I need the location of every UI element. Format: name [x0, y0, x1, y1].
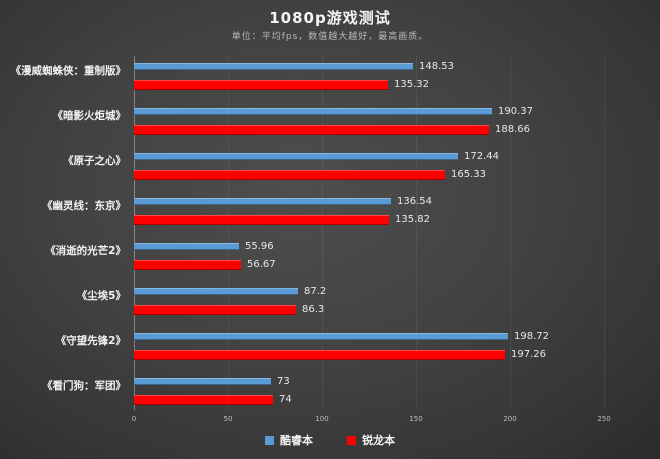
value-label: 55.96 [245, 241, 274, 252]
plot-area: 《漫威蜘蛛侠：重制版》 148.53 135.32 《暗影火炬城》 190.37 188.… [0, 52, 660, 432]
chart-row: 《守望先锋2》 198.72 197.26 [0, 328, 660, 373]
bar-ryzen-red [134, 215, 389, 225]
bar-coolui-blue [134, 288, 298, 295]
chart-row: 《消逝的光芒2》 55.96 56.67 [0, 238, 660, 283]
value-label: 74 [279, 394, 292, 405]
legend-label: 酷睿本 [280, 434, 313, 447]
category-label: 《原子之心》 [63, 155, 126, 167]
value-label: 198.72 [514, 331, 549, 342]
chart-row: 《暗影火炬城》 190.37 188.66 [0, 103, 660, 148]
gridline [322, 56, 323, 410]
gridline [228, 56, 229, 410]
bar-ryzen-red [134, 260, 241, 270]
y-axis-line [134, 56, 135, 410]
legend-item: 酷睿本 [265, 432, 313, 448]
value-label: 190.37 [498, 106, 533, 117]
bar-ryzen-red [134, 80, 388, 90]
bar-ryzen-red [134, 125, 489, 135]
category-label: 《消逝的光芒2》 [45, 245, 126, 257]
value-label: 165.33 [451, 169, 486, 180]
chart-subtitle: 单位：平均fps，数值越大越好，最高画质。 [231, 32, 429, 42]
value-label: 148.53 [419, 61, 454, 72]
value-label: 135.32 [394, 79, 429, 90]
value-label: 135.82 [395, 214, 430, 225]
chart-row: 《看门狗：军团》 73 74 [0, 373, 660, 418]
bar-coolui-blue [134, 153, 458, 160]
bar-coolui-blue [134, 333, 508, 340]
x-tick-label: 200 [503, 415, 517, 423]
x-tick-label: 150 [409, 415, 423, 423]
category-label: 《看门狗：军团》 [42, 380, 126, 392]
category-label: 《尘埃5》 [76, 290, 126, 302]
chart-row: 《原子之心》 172.44 165.33 [0, 148, 660, 193]
category-label: 《守望先锋2》 [55, 335, 126, 347]
bar-ryzen-red [134, 395, 273, 405]
x-tick-label: 100 [315, 415, 329, 423]
legend-swatch [265, 435, 274, 445]
value-label: 73 [277, 376, 290, 387]
x-tick-label: 50 [223, 415, 233, 423]
legend: 酷睿本 锐龙本 [0, 431, 660, 449]
legend-item: 锐龙本 [347, 432, 395, 448]
legend-label: 锐龙本 [362, 434, 395, 447]
value-label: 172.44 [464, 151, 499, 162]
bar-ryzen-red [134, 350, 505, 360]
value-label: 136.54 [397, 196, 432, 207]
gridline [416, 56, 417, 410]
value-label: 197.26 [511, 349, 546, 360]
chart-row: 《尘埃5》 87.2 86.3 [0, 283, 660, 328]
legend-swatch [347, 435, 356, 445]
value-label: 56.67 [247, 259, 276, 270]
chart-row: 《漫威蜘蛛侠：重制版》 148.53 135.32 [0, 58, 660, 103]
bar-ryzen-red [134, 170, 445, 180]
x-tick-label: 0 [131, 415, 137, 423]
gridline [604, 56, 605, 410]
value-label: 87.2 [304, 286, 327, 297]
value-label: 86.3 [302, 304, 325, 315]
x-tick-label: 250 [597, 415, 611, 423]
category-label: 《漫威蜘蛛侠：重制版》 [10, 65, 127, 77]
category-label: 《幽灵线：东京》 [42, 200, 126, 212]
chart-title: 1080p游戏测试 [269, 9, 391, 27]
bar-coolui-blue [134, 108, 492, 115]
bar-ryzen-red [134, 305, 296, 315]
category-label: 《暗影火炬城》 [52, 110, 127, 122]
chart-row: 《幽灵线：东京》 136.54 135.82 [0, 193, 660, 238]
gridline [510, 56, 511, 410]
value-label: 188.66 [495, 124, 530, 135]
bar-coolui-blue [134, 378, 271, 385]
bar-coolui-blue [134, 243, 239, 250]
bar-coolui-blue [134, 198, 391, 205]
bar-coolui-blue [134, 63, 413, 70]
